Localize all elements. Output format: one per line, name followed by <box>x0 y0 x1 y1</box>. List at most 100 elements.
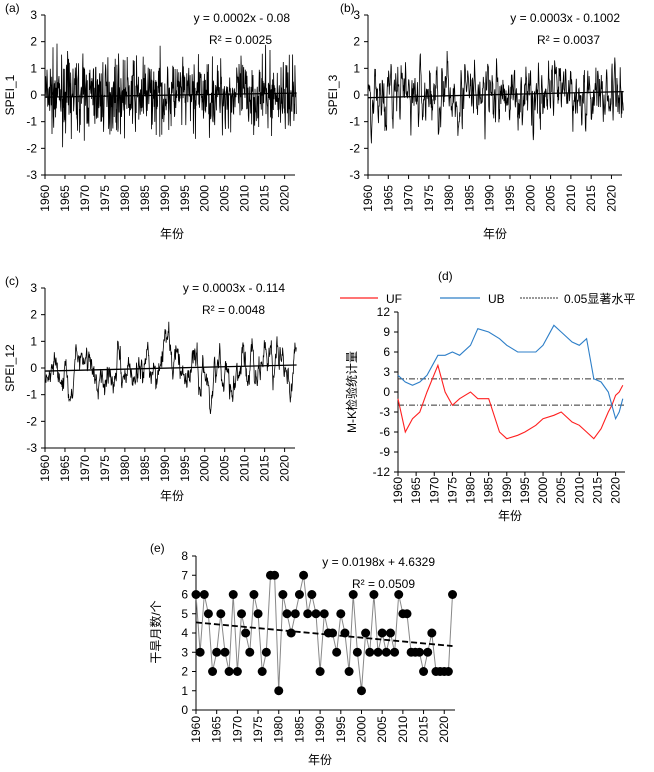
x-tick-label: 1965 <box>409 477 423 504</box>
data-point <box>241 628 251 638</box>
data-point <box>253 609 263 619</box>
data-point <box>361 628 371 638</box>
y-tick-label: 3 <box>181 645 188 659</box>
x-tick-label: 1975 <box>251 716 265 743</box>
data-point <box>232 667 242 676</box>
data-point <box>340 628 350 638</box>
x-tick-label: 2000 <box>536 477 550 504</box>
x-tick-label: 1965 <box>381 185 395 212</box>
x-tick-label: 1970 <box>402 185 416 212</box>
data-point <box>352 647 362 657</box>
data-point <box>390 647 400 657</box>
y-tick-label: 1 <box>181 684 188 698</box>
trend-line <box>44 364 297 372</box>
y-axis-label: SPEI_3 <box>326 74 340 115</box>
x-tick-label: 1990 <box>313 716 327 743</box>
data-point <box>274 686 284 696</box>
x-tick-label: 1965 <box>210 716 224 743</box>
x-tick-label: 1985 <box>138 185 152 212</box>
y-tick-label: -1 <box>349 115 360 129</box>
data-point <box>332 647 342 657</box>
data-point <box>448 590 458 599</box>
y-tick-label: -6 <box>379 425 390 439</box>
data-point <box>385 628 395 638</box>
y-tick-label: -9 <box>379 445 390 459</box>
x-tick-label: 1995 <box>178 185 192 212</box>
data-point <box>394 590 404 599</box>
data-point <box>228 590 238 599</box>
y-tick-label: 3 <box>353 8 360 22</box>
series-line-ub <box>397 324 624 421</box>
y-axis-label: SPEI_1 <box>3 74 17 115</box>
trend-equation: y = 0.0003x - 0.114 <box>183 281 286 295</box>
legend-uf-label: UF <box>386 292 402 306</box>
y-tick-label: 3 <box>383 365 390 379</box>
r-squared: R² = 0.0509 <box>352 577 415 591</box>
y-tick-label: 7 <box>181 568 188 582</box>
x-tick-label: 1995 <box>503 185 517 212</box>
data-point <box>257 667 267 676</box>
x-tick-label: 2010 <box>396 716 410 743</box>
data-point <box>348 590 358 599</box>
y-tick-label: -2 <box>26 414 37 428</box>
x-tick-label: 2000 <box>354 716 368 743</box>
x-tick-label: 1990 <box>483 185 497 212</box>
data-point <box>261 647 271 657</box>
x-tick-label: 2015 <box>258 185 272 212</box>
spei-series-line <box>367 50 624 144</box>
y-tick-label: 1 <box>353 61 360 75</box>
x-tick-label: 1980 <box>442 185 456 212</box>
data-point <box>299 570 309 580</box>
x-tick-label: 2005 <box>218 455 232 482</box>
data-point <box>369 590 379 599</box>
spei-series-line <box>44 321 297 415</box>
data-point <box>245 647 255 657</box>
x-tick-label: 1965 <box>58 455 72 482</box>
x-tick-label: 1985 <box>482 477 496 504</box>
x-tick-label: 1980 <box>464 477 478 504</box>
data-point <box>344 667 354 676</box>
y-tick-label: 0 <box>30 88 37 102</box>
x-tick-label: 2000 <box>198 455 212 482</box>
y-tick-label: -1 <box>26 115 37 129</box>
x-tick-label: 2005 <box>554 477 568 504</box>
x-tick-label: 1960 <box>361 185 375 212</box>
y-tick-label: 9 <box>383 325 390 339</box>
x-tick-label: 2010 <box>564 185 578 212</box>
data-point <box>381 647 391 657</box>
x-tick-label: 2020 <box>278 185 292 212</box>
legend-ub-label: UB <box>488 292 505 306</box>
y-tick-label: 2 <box>30 308 37 322</box>
trend-line <box>367 90 624 99</box>
panel-label: (d) <box>438 269 453 283</box>
data-point <box>319 609 329 619</box>
y-axis-label: M-K检验统计量 <box>344 351 359 433</box>
x-tick-label: 1985 <box>138 455 152 482</box>
trend-equation: y = 0.0002x - 0.08 <box>194 11 291 25</box>
x-tick-label: 1985 <box>292 716 306 743</box>
r-squared: R² = 0.0025 <box>209 33 272 47</box>
y-tick-label: -3 <box>26 168 37 182</box>
y-tick-label: -3 <box>379 405 390 419</box>
y-tick-label: 3 <box>30 281 37 295</box>
data-point <box>208 667 218 676</box>
legend-significance-label: 0.05显著水平 <box>564 292 635 306</box>
x-axis-label: 年份 <box>160 489 184 503</box>
x-tick-label: 2020 <box>437 716 451 743</box>
y-axis-label: SPEI_12 <box>3 344 17 392</box>
data-point <box>191 590 201 599</box>
x-tick-label: 1975 <box>422 185 436 212</box>
x-tick-label: 1990 <box>158 185 172 212</box>
x-axis-label: 年份 <box>498 509 522 523</box>
data-point <box>311 609 321 619</box>
x-tick-label: 1970 <box>230 716 244 743</box>
x-tick-label: 1990 <box>158 455 172 482</box>
y-tick-label: 2 <box>181 665 188 679</box>
x-tick-label: 2005 <box>218 185 232 212</box>
x-tick-label: 1985 <box>462 185 476 212</box>
y-tick-label: 1 <box>30 61 37 75</box>
data-point <box>307 590 317 599</box>
x-tick-label: 1990 <box>500 477 514 504</box>
